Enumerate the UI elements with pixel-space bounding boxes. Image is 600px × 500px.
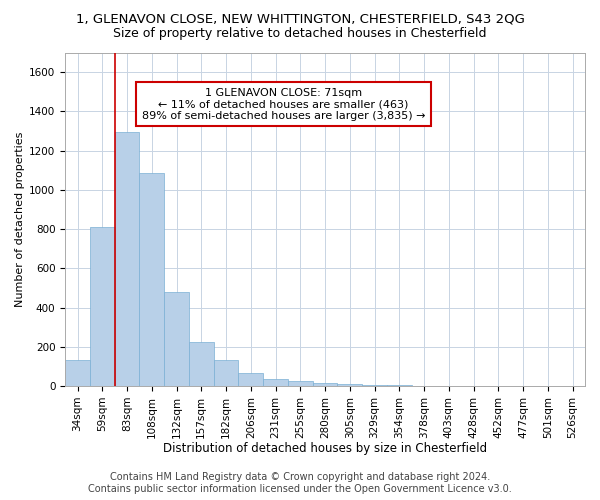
Bar: [65, 360, 90, 386]
Text: Size of property relative to detached houses in Chesterfield: Size of property relative to detached ho…: [113, 28, 487, 40]
Text: 1 GLENAVON CLOSE: 71sqm
← 11% of detached houses are smaller (463)
89% of semi-d: 1 GLENAVON CLOSE: 71sqm ← 11% of detache…: [142, 88, 425, 120]
Bar: [164, 292, 189, 386]
Bar: [139, 173, 164, 386]
Bar: [189, 342, 214, 386]
Text: 1, GLENAVON CLOSE, NEW WHITTINGTON, CHESTERFIELD, S43 2QG: 1, GLENAVON CLOSE, NEW WHITTINGTON, CHES…: [76, 12, 524, 26]
Y-axis label: Number of detached properties: Number of detached properties: [15, 132, 25, 307]
Bar: [337, 384, 362, 386]
Bar: [387, 385, 412, 386]
X-axis label: Distribution of detached houses by size in Chesterfield: Distribution of detached houses by size …: [163, 442, 487, 455]
Bar: [214, 360, 238, 386]
Bar: [263, 378, 288, 386]
Bar: [313, 383, 337, 386]
Text: Contains HM Land Registry data © Crown copyright and database right 2024.
Contai: Contains HM Land Registry data © Crown c…: [88, 472, 512, 494]
Bar: [90, 227, 115, 386]
Bar: [115, 132, 139, 386]
Bar: [238, 373, 263, 386]
Bar: [362, 384, 387, 386]
Bar: [288, 382, 313, 386]
